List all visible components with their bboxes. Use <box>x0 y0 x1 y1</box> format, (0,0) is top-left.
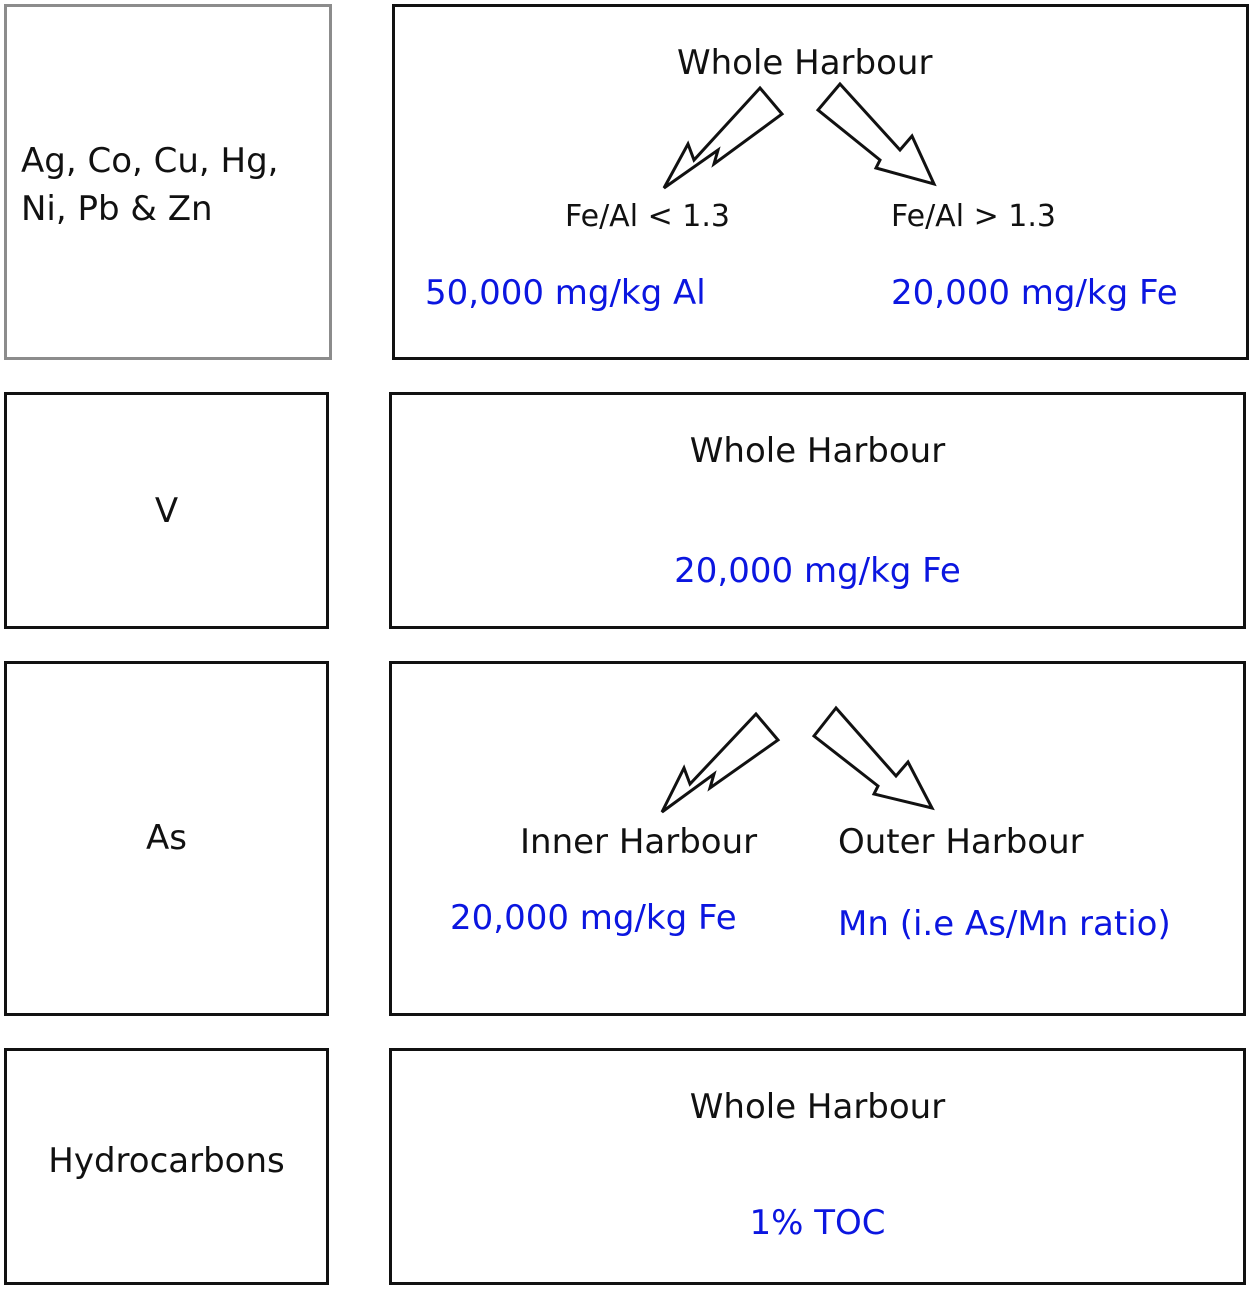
row2-content-box: Whole Harbour 20,000 mg/kg Fe <box>389 392 1246 629</box>
row2-label: V <box>154 491 179 531</box>
row2-title: Whole Harbour <box>689 431 946 471</box>
row3-arrow-right-icon <box>811 705 935 811</box>
row3-branch-left-normalizer: 20,000 mg/kg Fe <box>450 898 737 938</box>
row1-branch-right-condition: Fe/Al > 1.3 <box>891 199 1056 234</box>
row1-branch-left-condition: Fe/Al < 1.3 <box>565 199 730 234</box>
row1-arrow-left-icon <box>662 85 785 190</box>
row2-label-box: V <box>4 392 329 629</box>
row4-title: Whole Harbour <box>689 1087 946 1127</box>
row3-branch-left-condition: Inner Harbour <box>520 822 758 862</box>
row1-label-line1: Ag, Co, Cu, Hg, <box>21 141 279 181</box>
row3-content-box: Inner Harbour Outer Harbour 20,000 mg/kg… <box>389 661 1246 1016</box>
row4-content-box: Whole Harbour 1% TOC <box>389 1048 1246 1285</box>
row3-label: As <box>146 818 187 858</box>
row1-branch-left-normalizer: 50,000 mg/kg Al <box>425 273 706 313</box>
row3-label-box: As <box>4 661 329 1016</box>
row2-normalizer: 20,000 mg/kg Fe <box>674 551 961 591</box>
row3-arrow-left-icon <box>660 711 781 814</box>
row1-content-box: Whole Harbour Fe/Al < 1.3 Fe/Al > 1.3 50… <box>392 4 1249 360</box>
row1-title: Whole Harbour <box>677 43 933 83</box>
row1-label-box: Ag, Co, Cu, Hg, Ni, Pb & Zn <box>4 4 332 360</box>
row3-branch-right-condition: Outer Harbour <box>838 822 1084 862</box>
row3-branch-right-normalizer: Mn (i.e As/Mn ratio) <box>838 904 1171 944</box>
row1-label-line2: Ni, Pb & Zn <box>21 189 213 229</box>
row1-branch-right-normalizer: 20,000 mg/kg Fe <box>891 273 1178 313</box>
row4-label: Hydrocarbons <box>48 1141 285 1181</box>
row1-arrow-right-icon <box>815 81 937 187</box>
row4-normalizer: 1% TOC <box>749 1203 886 1243</box>
row4-label-box: Hydrocarbons <box>4 1048 329 1285</box>
